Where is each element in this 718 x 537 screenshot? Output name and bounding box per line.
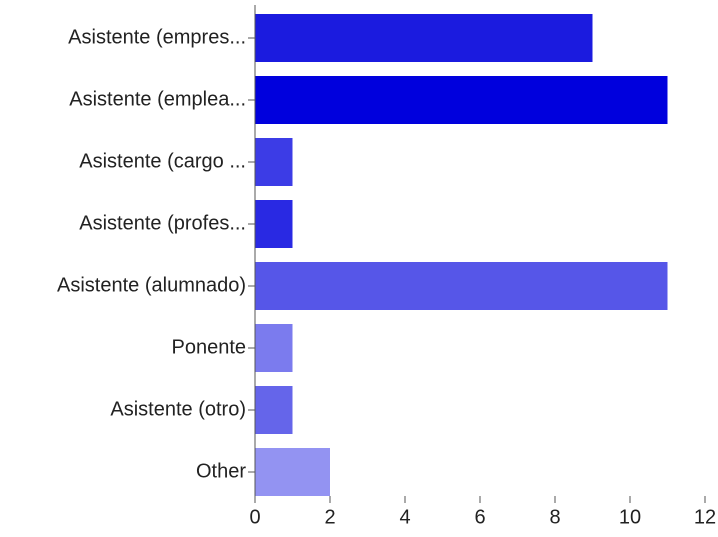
y-tick-label: Other (196, 460, 246, 482)
x-tick-label: 4 (399, 506, 410, 528)
x-tick-label: 2 (324, 506, 335, 528)
bar (255, 138, 293, 186)
x-tick-label: 10 (619, 506, 641, 528)
bar (255, 76, 668, 124)
bar (255, 324, 293, 372)
y-tick-label: Asistente (otro) (110, 398, 246, 420)
y-tick-label: Asistente (cargo ... (79, 150, 246, 172)
y-tick-label: Asistente (alumnado) (57, 274, 246, 296)
bar (255, 386, 293, 434)
y-tick-label: Asistente (profes... (79, 212, 246, 234)
bar (255, 14, 593, 62)
x-tick-label: 12 (694, 506, 716, 528)
y-tick-label: Asistente (emplea... (69, 88, 246, 110)
bar (255, 200, 293, 248)
bar (255, 262, 668, 310)
y-tick-label: Asistente (empres... (68, 26, 246, 48)
bar (255, 448, 330, 496)
x-tick-label: 0 (249, 506, 260, 528)
x-tick-label: 6 (474, 506, 485, 528)
x-tick-label: 8 (549, 506, 560, 528)
y-tick-label: Ponente (171, 336, 246, 358)
